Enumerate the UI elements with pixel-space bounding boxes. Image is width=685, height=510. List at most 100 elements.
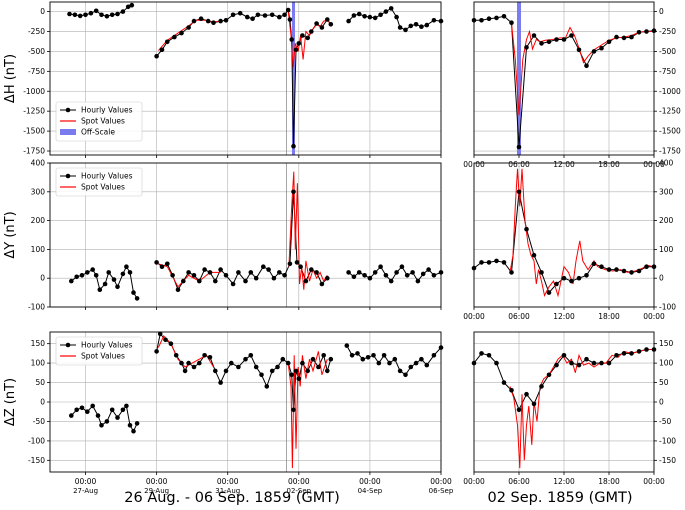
hourly-point: [501, 260, 507, 265]
hourly-point: [524, 391, 529, 397]
hourly-point: [300, 33, 305, 38]
hourly-point: [325, 275, 330, 281]
hourly-point: [531, 401, 537, 407]
hourly-point: [74, 274, 79, 280]
hourly-point: [131, 290, 136, 295]
hourly-point: [561, 275, 567, 281]
hourly-point: [621, 351, 627, 356]
hourly-point: [131, 428, 136, 434]
hourly-point: [90, 267, 95, 272]
hourly-point: [569, 278, 574, 284]
hourly-point: [300, 360, 305, 366]
hourly-point: [275, 364, 280, 370]
hourly-point: [644, 264, 649, 270]
hourly-point: [319, 281, 325, 287]
hourly-point: [325, 17, 330, 22]
hourly-point: [569, 33, 574, 38]
hourly-point: [229, 360, 234, 366]
hourly-point: [197, 360, 202, 366]
y-tick-label: -1500: [659, 127, 681, 136]
hourly-point: [287, 17, 293, 22]
hourly-point: [186, 25, 191, 30]
hourly-point: [163, 337, 168, 343]
hourly-point: [606, 267, 612, 272]
hourly-point: [289, 372, 295, 378]
x-tick-date-label: 02-Sep: [286, 487, 311, 495]
hourly-point: [95, 413, 101, 418]
hourly-point: [509, 388, 514, 393]
y-tick-label: 0: [659, 7, 664, 16]
hourly-point: [223, 273, 229, 278]
hourly-point: [269, 12, 275, 18]
plot-frame-day: [473, 331, 655, 473]
hourly-point: [124, 264, 129, 270]
hourly-point: [173, 353, 179, 358]
plot-frame-range: [49, 162, 442, 308]
hourly-point: [236, 364, 241, 370]
hourly-point: [259, 372, 264, 378]
hourly-point: [606, 360, 612, 366]
hourly-point: [277, 14, 282, 20]
hourly-point: [264, 384, 270, 389]
hourly-point: [539, 270, 544, 275]
hourly-point: [237, 10, 243, 16]
hourly-point: [88, 10, 94, 16]
y-tick-label: 100: [31, 359, 46, 368]
hourly-point: [223, 368, 229, 374]
hourly-point: [606, 39, 612, 45]
hourly-point: [314, 270, 319, 275]
hourly-point: [165, 39, 170, 45]
hourly-point: [115, 11, 120, 17]
hourly-point: [576, 47, 582, 53]
y-tick-label: 0: [659, 398, 664, 407]
hourly-point: [309, 29, 314, 34]
hourly-point: [218, 267, 223, 272]
hourly-point: [111, 277, 117, 282]
spot-series-line: [511, 23, 654, 116]
hourly-point: [392, 356, 398, 362]
hourly-point: [413, 22, 419, 27]
hourly-point: [198, 16, 204, 22]
hourly-point: [243, 278, 248, 284]
hourly-point: [253, 364, 259, 370]
hourly-point: [378, 12, 383, 18]
hourly-point: [314, 21, 319, 26]
hourly-point: [175, 287, 181, 293]
hourly-point: [644, 29, 649, 34]
legend-box: [55, 336, 143, 366]
x-tick-label: 00:00: [463, 312, 485, 321]
hourly-point: [404, 273, 410, 278]
hourly-point: [223, 18, 229, 23]
hourly-point: [197, 278, 202, 284]
x-tick-date-label: 31-Aug: [215, 487, 240, 495]
x-tick-label: 12:00: [553, 477, 575, 486]
y-tick-label: -150: [659, 456, 676, 465]
y-tick-label: -100: [659, 436, 676, 445]
hourly-point: [115, 415, 120, 420]
y-tick-label: 200: [659, 216, 674, 225]
hourly-point: [179, 30, 184, 36]
hourly-point: [494, 360, 499, 366]
hourly-point: [554, 37, 559, 42]
hourly-point: [298, 264, 303, 270]
hourly-point: [291, 189, 296, 195]
hourly-point: [104, 419, 110, 424]
hourly-point: [561, 37, 567, 42]
hourly-point: [584, 63, 589, 69]
hourly-point: [419, 356, 424, 362]
hourly-point: [524, 45, 529, 50]
hourly-point: [367, 14, 373, 20]
y-tick-label: 0: [40, 7, 45, 16]
hourly-point: [494, 15, 499, 21]
x-tick-label: 00:00: [288, 477, 310, 486]
hourly-point: [539, 384, 544, 389]
hourly-point: [539, 41, 544, 46]
x-tick-label: 18:00: [598, 312, 620, 321]
hourly-point: [479, 18, 484, 23]
offscale-band: [517, 2, 521, 155]
hourly-point: [285, 7, 291, 13]
hourly-point: [486, 260, 492, 265]
hourly-point: [85, 270, 90, 275]
hourly-point: [614, 34, 619, 40]
hourly-point: [599, 360, 604, 366]
